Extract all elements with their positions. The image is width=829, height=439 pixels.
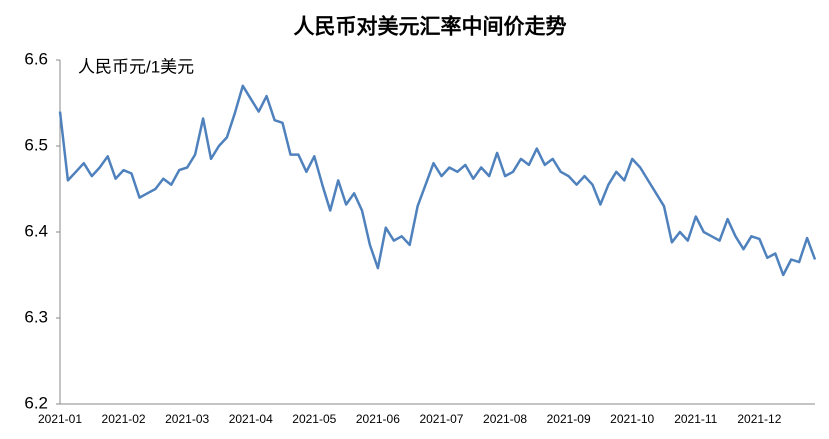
x-tick-label: 2021-12 — [737, 412, 781, 426]
x-tick-label: 2021-09 — [547, 412, 591, 426]
y-axis-label: 人民币元/1美元 — [78, 57, 194, 76]
x-tick-label: 2021-03 — [165, 412, 209, 426]
x-tick-label: 2021-04 — [229, 412, 273, 426]
chart-title: 人民币对美元汇率中间价走势 — [294, 15, 567, 39]
x-tick-label: 2021-05 — [292, 412, 336, 426]
x-tick-label: 2021-01 — [38, 412, 82, 426]
x-tick-label: 2021-10 — [610, 412, 654, 426]
y-tick-label: 6.5 — [24, 135, 48, 154]
x-tick-label: 2021-08 — [483, 412, 527, 426]
y-tick-label: 6.4 — [24, 221, 48, 240]
line-series — [58, 84, 817, 277]
y-tick-label: 6.6 — [24, 49, 48, 68]
y-tick-label: 6.2 — [24, 393, 48, 412]
y-tick-label: 6.3 — [24, 307, 48, 326]
x-tick-label: 2021-06 — [356, 412, 400, 426]
x-tick-label: 2021-11 — [674, 412, 717, 426]
x-tick-label: 2021-02 — [102, 412, 146, 426]
x-tick-label: 2021-07 — [419, 412, 463, 426]
